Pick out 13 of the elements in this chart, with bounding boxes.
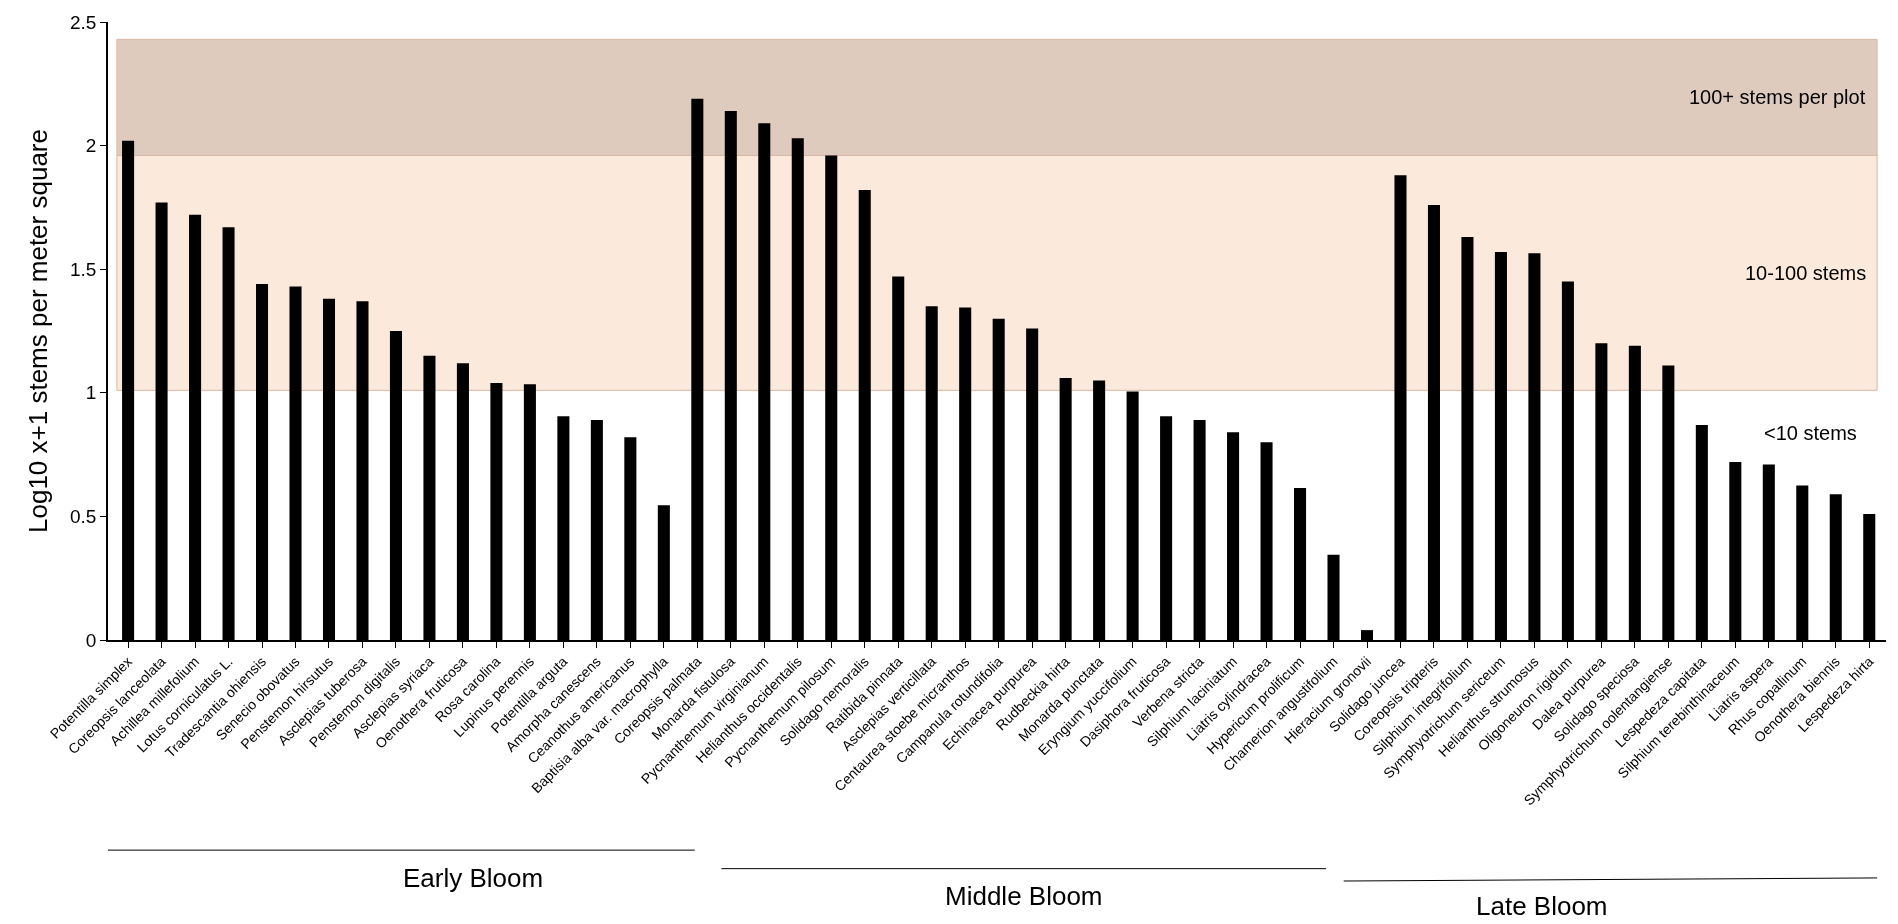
y-tick-label: 0.5 [70, 506, 97, 528]
text: Middle Bloom [945, 881, 1103, 911]
text: Early Bloom [403, 863, 544, 893]
y-tick-label: 1.5 [70, 258, 97, 280]
text: Late Bloom [1476, 891, 1608, 921]
band-label: 100+ stems per plot [1689, 86, 1866, 108]
y-tick-label: 1 [85, 382, 97, 404]
annotation: <10 stems [1764, 422, 1857, 444]
band-label: 10-100 stems [1745, 262, 1867, 284]
y-tick-label: 2 [85, 135, 97, 157]
y-tick-label: 0 [85, 629, 97, 651]
y-axis-title: Log10 x+1 stems per meter square [22, 129, 53, 533]
y-tick-label: 2.5 [70, 11, 97, 33]
